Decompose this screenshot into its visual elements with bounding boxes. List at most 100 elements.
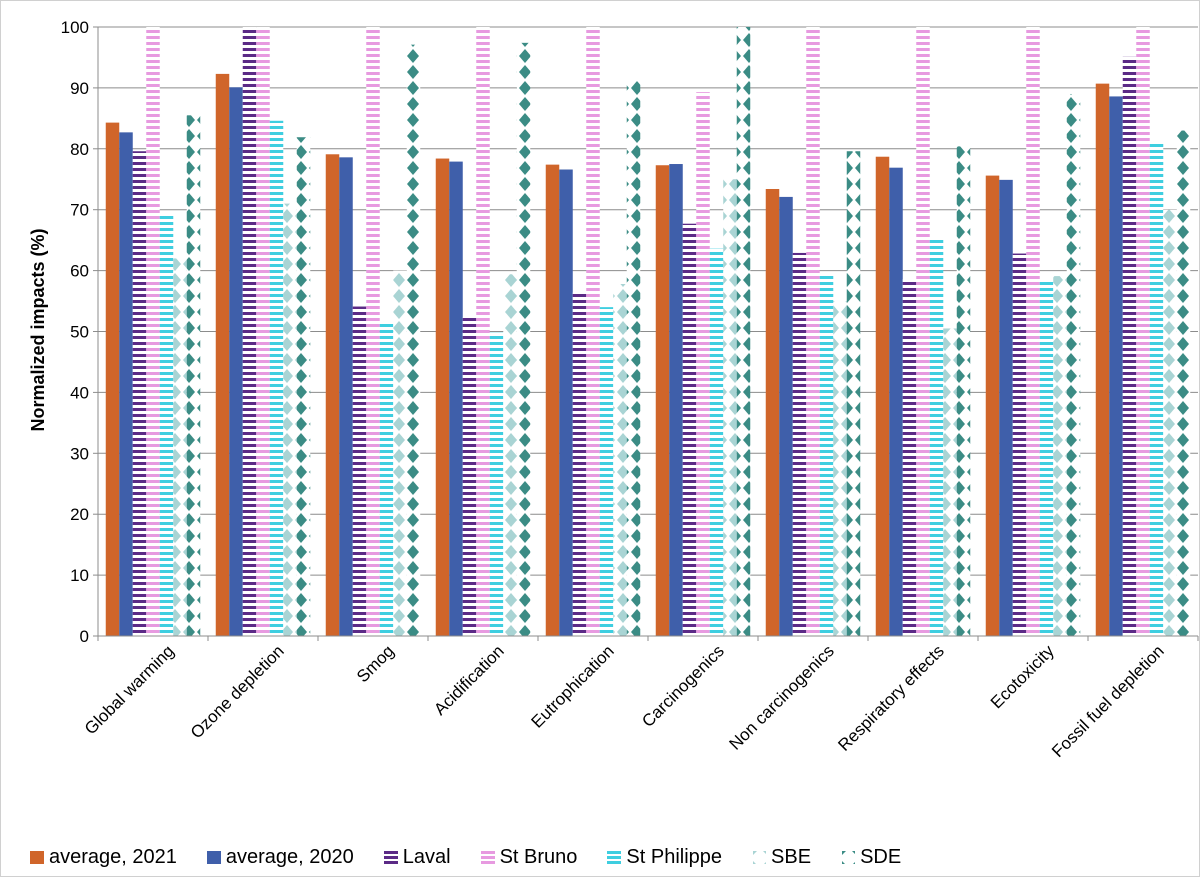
y-tick-label: 20 [70, 505, 89, 524]
legend-item: SDE [841, 846, 901, 869]
bar [929, 237, 944, 637]
y-tick-label: 50 [70, 323, 89, 342]
legend-swatch [480, 851, 495, 864]
bar [956, 146, 971, 636]
bars [105, 27, 1191, 637]
bar [462, 317, 477, 636]
bar [119, 132, 133, 636]
x-tick-label: Eutrophication [528, 641, 618, 731]
y-tick-label: 70 [70, 201, 89, 220]
bar [669, 164, 683, 636]
bar [269, 120, 284, 636]
bar [1066, 93, 1081, 637]
bar [586, 27, 600, 636]
bar [296, 137, 311, 636]
x-tick-label: Fossil fuel depletion [1048, 641, 1168, 761]
bar [1163, 209, 1177, 636]
bar [599, 307, 614, 636]
bar [1095, 83, 1110, 636]
legend-swatch [30, 851, 44, 864]
legend-swatch [842, 851, 856, 864]
bar [709, 248, 724, 636]
bar [159, 213, 174, 636]
x-tick-label: Global warming [81, 641, 178, 738]
bar [833, 301, 847, 636]
bar [352, 306, 367, 636]
bar [559, 169, 573, 637]
bar [449, 161, 463, 637]
bar [503, 274, 517, 636]
legend-item: average, 2021 [30, 846, 177, 869]
legend-item: SBE [752, 846, 811, 869]
bar [325, 154, 340, 636]
x-tick-label: Acidification [430, 641, 508, 719]
bar [393, 270, 407, 636]
bar [489, 332, 504, 636]
x-tick-label: Ecotoxicity [987, 641, 1058, 712]
bar [1136, 27, 1150, 636]
legend-label: Laval [402, 845, 451, 868]
bar [765, 188, 780, 636]
bar [655, 165, 670, 637]
bar [626, 81, 641, 637]
bar [1026, 27, 1040, 636]
legend-swatch [607, 851, 622, 864]
bar [806, 27, 820, 636]
bar [1109, 96, 1123, 636]
bar [105, 122, 120, 637]
legend-label: St Bruno [499, 845, 578, 868]
bar [476, 27, 490, 636]
bar [229, 87, 243, 636]
y-tick-label: 30 [70, 444, 89, 463]
y-axis-label: Normalized impacts (%) [28, 228, 48, 431]
bar [999, 179, 1013, 636]
bar [215, 73, 230, 636]
legend-item: average, 2020 [206, 845, 354, 869]
legend-label: average, 2021 [49, 845, 177, 868]
bar [902, 279, 917, 636]
bar [1039, 280, 1054, 636]
x-tick-label: Ozone depletion [187, 641, 288, 742]
legend: average, 2021 average, 2020 Laval St Bruno S… [30, 842, 1195, 872]
bar [792, 252, 807, 636]
bar [889, 167, 903, 636]
bar [406, 44, 421, 636]
bar [516, 42, 531, 637]
legend-swatch [753, 851, 767, 864]
bar [1012, 253, 1027, 636]
y-tick-label: 10 [70, 566, 89, 585]
bar [572, 292, 587, 636]
bar [779, 196, 793, 636]
bar [875, 156, 890, 637]
bar [696, 92, 710, 636]
x-tick-label: Carcinogenics [638, 641, 728, 731]
legend-item: St Bruno [480, 845, 578, 869]
bar [379, 323, 394, 636]
bar [132, 151, 147, 636]
legend-label: SDE [860, 845, 902, 868]
bar [1149, 142, 1164, 636]
bar [173, 258, 187, 636]
legend-item: St Philippe [607, 846, 722, 869]
bar [723, 179, 737, 636]
x-tick-label: Non carcinogenics [725, 641, 837, 753]
bar [1176, 130, 1191, 636]
bar [682, 223, 697, 636]
x-tick-label: Smog [353, 641, 398, 686]
y-tick-label: 90 [70, 79, 89, 98]
bar [242, 27, 257, 636]
bar [1053, 276, 1067, 636]
y-tick-label: 60 [70, 262, 89, 281]
y-tick-label: 100 [61, 18, 89, 37]
x-tick-label: Respiratory effects [834, 641, 947, 754]
legend-label: average, 2020 [225, 845, 354, 868]
bar [1122, 56, 1137, 636]
bar [146, 27, 160, 636]
y-tick-label: 40 [70, 383, 89, 402]
bar [943, 328, 957, 636]
bar [985, 175, 1000, 636]
bar [435, 158, 450, 636]
bar [339, 157, 353, 637]
bar [846, 151, 861, 636]
